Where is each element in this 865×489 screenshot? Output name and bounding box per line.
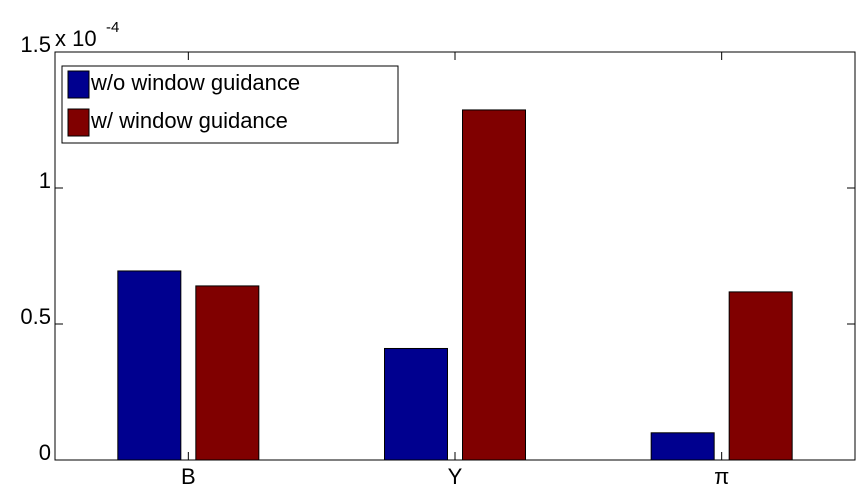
x-tick-label: π [714,464,729,489]
bar [117,270,182,461]
bar [462,109,526,461]
legend-label: w/o window guidance [90,70,300,95]
bar [384,347,448,461]
x-tick-label: Y [448,464,463,489]
bar [650,432,715,461]
y-tick-label: 1.5 [20,32,51,57]
legend-label: w/ window guidance [90,108,288,133]
x-tick-label: B [181,464,196,489]
y-tick-label: 1 [39,168,51,193]
legend-swatch [67,70,90,99]
legend-box [61,65,399,144]
legend-swatch [67,108,90,137]
bar [728,291,793,461]
y-tick-label: 0 [39,440,51,465]
axes-box [54,51,856,461]
y-tick-label: 0.5 [20,304,51,329]
bar [195,285,260,461]
scale-exponent: -4 [106,19,119,36]
scale-label: x 10 [55,26,97,51]
